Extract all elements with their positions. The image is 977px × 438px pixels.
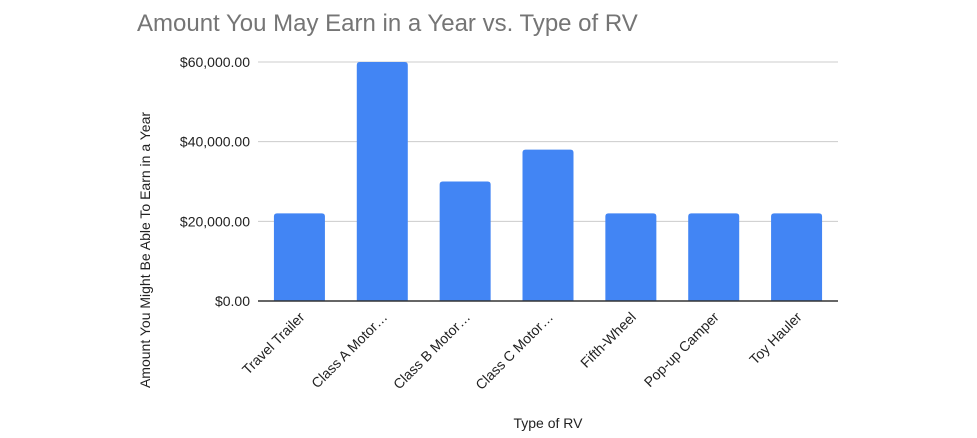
bar xyxy=(273,213,325,301)
bar xyxy=(356,62,408,301)
bar xyxy=(688,213,740,301)
x-tick-label: Toy Hauler xyxy=(746,309,805,368)
x-tick-label: Pop-up Camper xyxy=(641,309,722,390)
x-tick-label: Class B Motor… xyxy=(390,309,473,392)
bar xyxy=(605,213,657,301)
y-tick-label: $0.00 xyxy=(215,293,250,309)
x-tick-label: Fifth-Wheel xyxy=(577,309,639,371)
x-tick-label: Class A Motor… xyxy=(308,309,390,391)
bars xyxy=(273,62,823,301)
x-axis-title: Type of RV xyxy=(513,415,583,431)
y-tick-label: $60,000.00 xyxy=(180,54,250,70)
x-tick-label: Travel Trailer xyxy=(239,309,308,378)
y-axis-title: Amount You Might Be Able To Earn in a Ye… xyxy=(137,112,153,388)
x-tick-label: Class C Motor… xyxy=(472,309,556,393)
y-tick-label: $20,000.00 xyxy=(180,213,250,229)
y-tick-label: $40,000.00 xyxy=(180,134,250,150)
y-axis-tick-labels: $0.00 $20,000.00 $40,000.00 $60,000.00 xyxy=(180,54,250,309)
bar xyxy=(439,181,491,301)
bar xyxy=(522,149,574,301)
x-axis-tick-labels: Travel Trailer Class A Motor… Class B Moto… xyxy=(239,309,805,393)
chart-title: Amount You May Earn in a Year vs. Type o… xyxy=(137,10,638,37)
bar xyxy=(771,213,823,301)
